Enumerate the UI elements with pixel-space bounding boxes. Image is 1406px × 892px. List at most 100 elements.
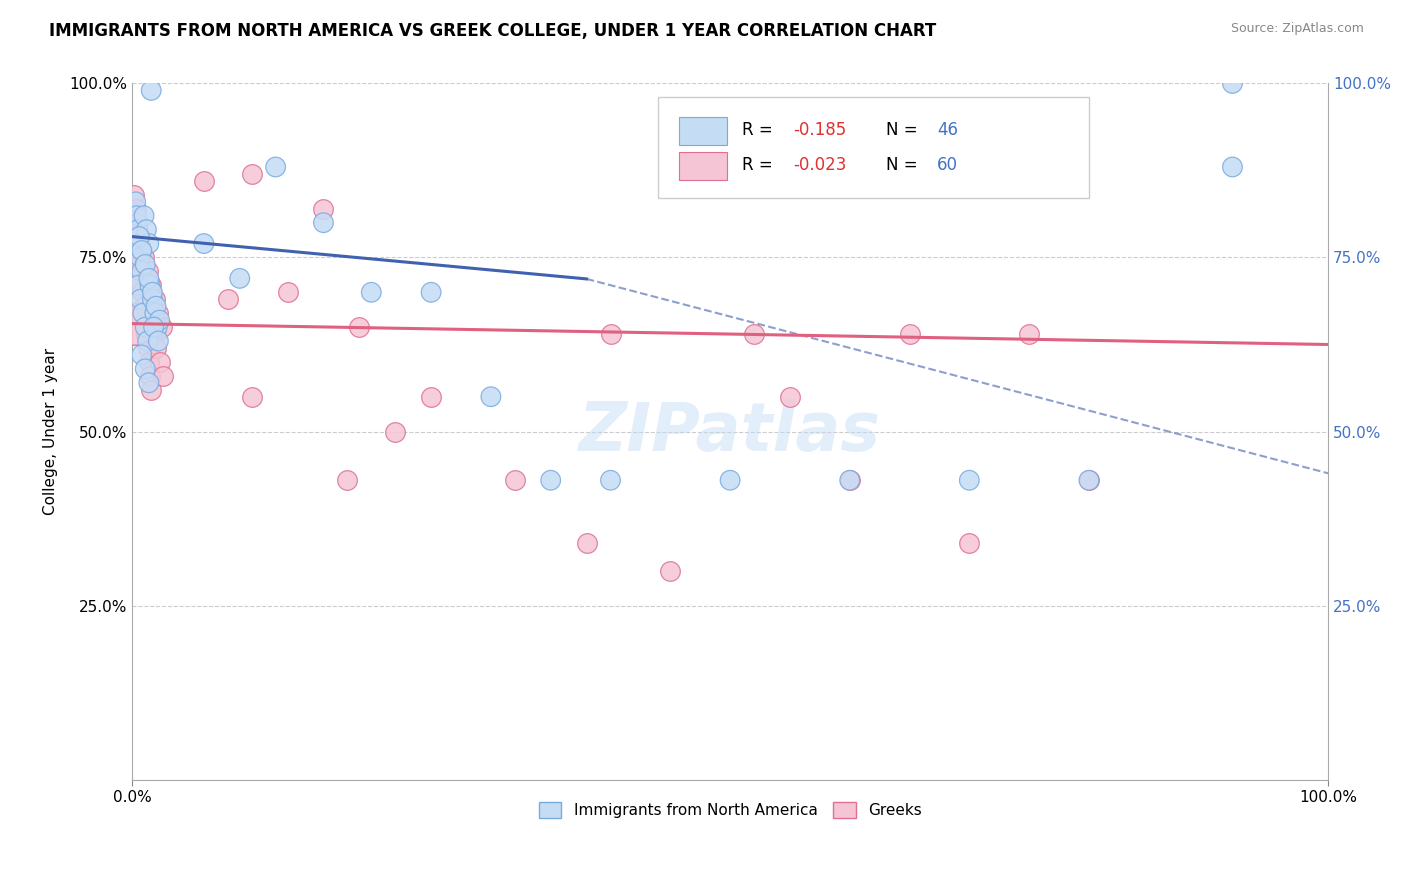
Point <box>229 271 252 285</box>
Point <box>540 473 562 487</box>
Point <box>125 202 148 216</box>
Point <box>384 425 406 439</box>
Point <box>599 327 621 342</box>
Point <box>145 327 167 342</box>
Point <box>149 355 172 369</box>
Point <box>129 236 152 251</box>
Point <box>240 390 263 404</box>
Point <box>125 216 148 230</box>
Point <box>149 313 172 327</box>
Point <box>141 285 163 300</box>
Point <box>503 473 526 487</box>
Point <box>143 306 166 320</box>
Point <box>129 251 152 265</box>
Point <box>193 236 215 251</box>
Point <box>127 229 149 244</box>
Point <box>659 564 682 578</box>
Point <box>193 174 215 188</box>
Point <box>142 320 165 334</box>
Point <box>132 251 155 265</box>
Point <box>125 209 148 223</box>
Point <box>336 473 359 487</box>
Point <box>131 348 153 362</box>
Point <box>575 536 598 550</box>
Point <box>128 236 150 251</box>
Text: 60: 60 <box>936 156 957 174</box>
Point <box>148 334 170 348</box>
Point <box>135 222 157 236</box>
Text: -0.023: -0.023 <box>793 156 846 174</box>
Text: 46: 46 <box>936 121 957 139</box>
Point <box>148 306 170 320</box>
Point <box>141 299 163 313</box>
Point <box>360 285 382 300</box>
Point <box>128 229 150 244</box>
Point <box>132 306 155 320</box>
Point <box>479 390 502 404</box>
Point <box>131 244 153 258</box>
Point <box>138 271 160 285</box>
Point <box>145 341 167 355</box>
Point <box>420 390 443 404</box>
Point <box>838 473 860 487</box>
Point <box>957 473 980 487</box>
Text: N =: N = <box>886 156 922 174</box>
Point <box>136 264 159 278</box>
Point <box>128 244 150 258</box>
Point <box>127 271 149 285</box>
Point <box>134 362 156 376</box>
Point <box>131 285 153 300</box>
Point <box>599 473 621 487</box>
Point <box>141 383 163 397</box>
Point <box>1018 327 1040 342</box>
Point <box>277 285 299 300</box>
Point <box>129 257 152 271</box>
Point <box>131 271 153 285</box>
Point <box>134 313 156 327</box>
Legend: Immigrants from North America, Greeks: Immigrants from North America, Greeks <box>533 796 928 824</box>
Point <box>957 536 980 550</box>
FancyBboxPatch shape <box>658 97 1088 198</box>
Point <box>138 355 160 369</box>
Point <box>125 194 148 209</box>
Point <box>898 327 921 342</box>
Point <box>779 390 801 404</box>
Point <box>139 368 162 383</box>
Point <box>264 160 287 174</box>
Point <box>136 341 159 355</box>
Point <box>1222 160 1244 174</box>
Text: Source: ZipAtlas.com: Source: ZipAtlas.com <box>1230 22 1364 36</box>
Point <box>124 187 146 202</box>
Point <box>131 244 153 258</box>
Point <box>420 285 443 300</box>
Point <box>134 320 156 334</box>
Point <box>718 473 741 487</box>
Point <box>138 313 160 327</box>
Point <box>131 264 153 278</box>
Point <box>134 299 156 313</box>
Text: R =: R = <box>742 121 778 139</box>
Point <box>1222 77 1244 91</box>
Point <box>1077 473 1099 487</box>
Point <box>135 327 157 342</box>
Point <box>138 236 160 251</box>
Point <box>240 167 263 181</box>
FancyBboxPatch shape <box>679 117 727 145</box>
Point <box>141 292 163 306</box>
Point <box>125 216 148 230</box>
Point <box>139 278 162 293</box>
FancyBboxPatch shape <box>679 152 727 179</box>
Point <box>136 334 159 348</box>
Point <box>152 368 174 383</box>
Point <box>143 292 166 306</box>
Text: ZIPatlas: ZIPatlas <box>579 399 882 465</box>
Point <box>127 222 149 236</box>
Point <box>124 317 146 331</box>
Point <box>132 299 155 313</box>
Point <box>838 473 860 487</box>
Point <box>1077 473 1099 487</box>
Text: IMMIGRANTS FROM NORTH AMERICA VS GREEK COLLEGE, UNDER 1 YEAR CORRELATION CHART: IMMIGRANTS FROM NORTH AMERICA VS GREEK C… <box>49 22 936 40</box>
Point <box>132 209 155 223</box>
Point <box>742 327 765 342</box>
Point <box>127 278 149 293</box>
